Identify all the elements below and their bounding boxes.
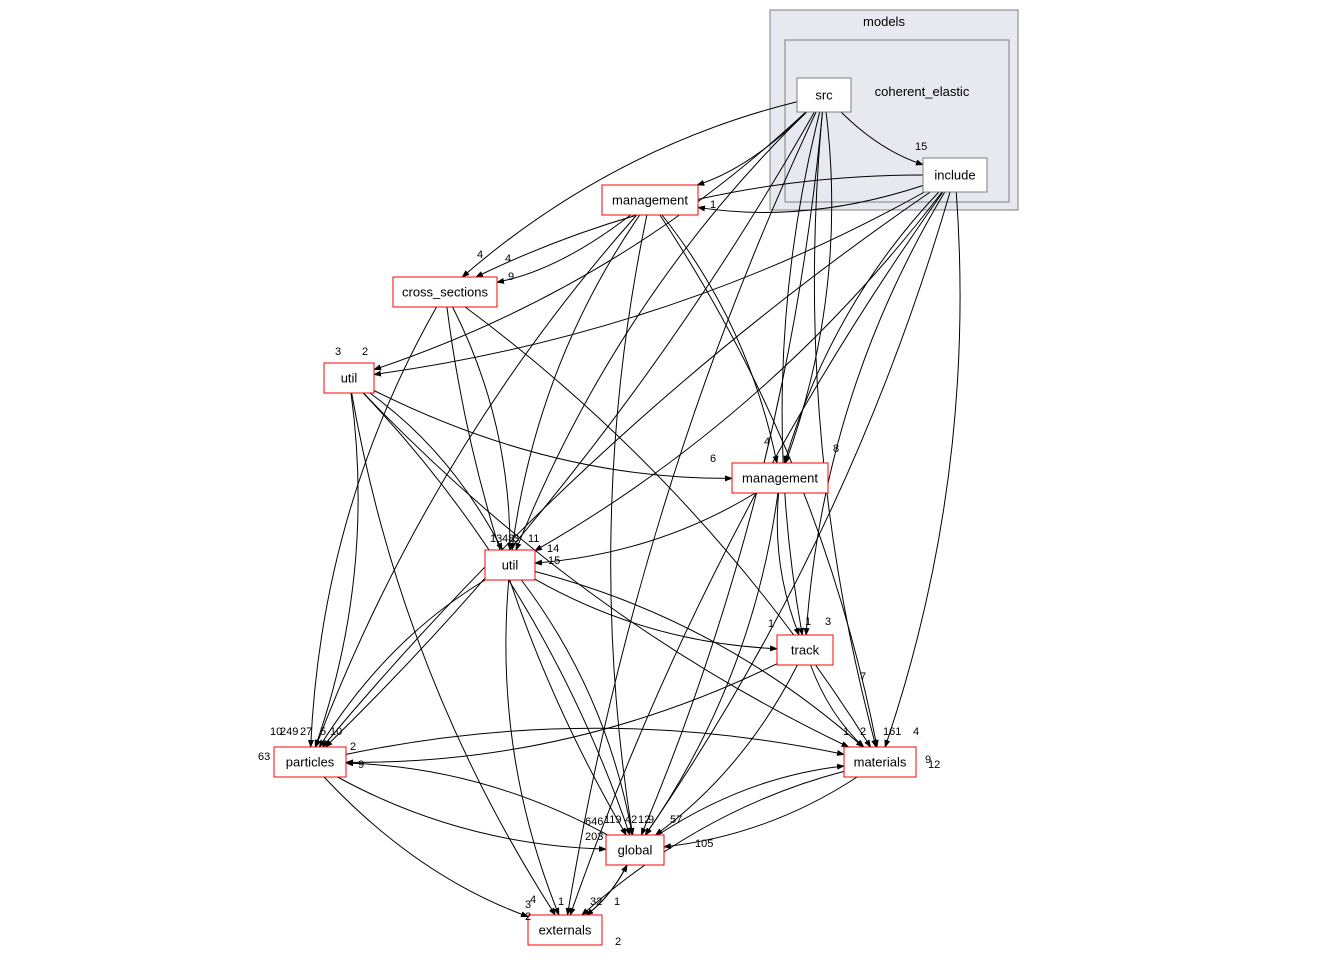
edge-label-util2-particles: 2 — [350, 741, 356, 753]
edge-cross_sections-materials — [465, 307, 870, 747]
edge-label-externals-global: 1 — [614, 896, 620, 908]
edge-label-management1-cross_sections: 4 — [505, 253, 511, 265]
edge-label-src-materials: 1 — [843, 726, 849, 738]
edge-label-global-materials: 9 — [925, 754, 931, 766]
node-label-util2: util — [502, 558, 519, 573]
edge-label-src-include: 15 — [915, 141, 927, 153]
edge-label-util1-management2: 6 — [710, 453, 716, 465]
edge-label-cross_sections-particles: 5 — [320, 726, 326, 738]
edge-label-track-global: 57 — [670, 814, 682, 826]
node-label-externals: externals — [539, 923, 592, 938]
edge-util1-externals — [352, 393, 556, 915]
node-label-cross_sections: cross_sections — [402, 285, 488, 300]
edge-label-cross_sections-util2: 3 — [513, 533, 519, 545]
edge-management1-management2 — [662, 215, 777, 463]
node-label-util1: util — [341, 371, 358, 386]
edge-label-util1-particles: 10 — [330, 726, 342, 738]
edge-particles-global — [337, 777, 606, 849]
edge-label-include-cross_sections: 9 — [508, 271, 514, 283]
edge-label-include-externals: 1 — [558, 896, 564, 908]
edge-label-track-particles: 9 — [358, 759, 364, 771]
node-label-materials: materials — [854, 755, 907, 770]
edge-label-include-util2: 14 — [547, 543, 559, 555]
edge-label-cross_sections-global: 42 — [625, 814, 637, 826]
edge-management2-track — [777, 493, 799, 635]
edge-label-management2-track: 1 — [768, 618, 774, 630]
edge-label-management1-materials: 2 — [860, 726, 866, 738]
edge-label-src-management2: 4 — [764, 436, 770, 448]
edge-label-include-global: 119 — [604, 814, 622, 826]
node-label-management1: management — [612, 193, 688, 208]
edge-management2-global — [645, 493, 778, 835]
edge-global-particles — [346, 763, 608, 835]
edge-management1-cross_sections — [497, 215, 631, 282]
edge-label-src-cross_sections: 4 — [477, 249, 483, 261]
edge-util1-util2 — [370, 393, 502, 550]
edge-src-externals — [567, 112, 816, 915]
edge-label-track-materials: 7 — [860, 671, 866, 683]
edge-materials-global — [664, 777, 857, 847]
edge-label-include-materials: 4 — [913, 726, 919, 738]
edge-src-util1 — [374, 112, 806, 370]
edge-particles-externals — [324, 777, 528, 917]
node-label-particles: particles — [286, 755, 335, 770]
edge-label-global-particles: 203 — [585, 831, 603, 843]
edge-label-include-management2: 8 — [833, 443, 839, 455]
edge-util2-externals — [506, 580, 559, 915]
edge-label-util1-externals: 2 — [525, 911, 531, 923]
edge-label-particles-global: 646 — [585, 816, 603, 828]
edge-management1-global — [611, 215, 647, 835]
edge-include-management2 — [784, 192, 938, 463]
edge-label-particles-externals: 63 — [258, 751, 270, 763]
cluster-label-coherent_elastic: coherent_elastic — [875, 84, 970, 99]
edge-label-materials-global: 105 — [695, 838, 713, 850]
node-label-management2: management — [742, 471, 818, 486]
edge-label-include-management1: 1 — [710, 199, 716, 211]
edge-label-management2-util2: 15 — [548, 555, 560, 567]
node-label-global: global — [618, 843, 653, 858]
edge-label-util2-externals: 4 — [530, 894, 536, 906]
node-label-track: track — [791, 643, 820, 658]
cluster-label-models: models — [863, 14, 905, 29]
edge-include-track — [806, 192, 945, 635]
edge-label-global-externals: 32 — [590, 896, 602, 908]
edge-track-particles — [346, 664, 777, 763]
edge-track-materials — [811, 665, 864, 747]
edge-label-include-util1: 2 — [362, 346, 368, 358]
edge-label-src-particles: 249 — [280, 726, 298, 738]
edge-label-cross_sections-materials: 161 — [883, 726, 901, 738]
edge-label-management1-particles: 27 — [300, 726, 312, 738]
edge-label-management2-global: 9 — [648, 814, 654, 826]
edge-include-particles — [323, 192, 931, 747]
edge-label-src-util1: 3 — [335, 346, 341, 358]
edge-label-util1-util2: 11 — [528, 533, 539, 545]
edge-include-materials — [885, 192, 960, 747]
edge-management2-util2 — [535, 493, 755, 563]
edge-util1-materials — [363, 393, 848, 747]
edge-label-include-particles: 10 — [270, 726, 282, 738]
dependency-graph: models coherent_elastic src include managem… — [0, 0, 1328, 980]
edge-label-src-util2: 13 — [490, 533, 502, 545]
edge-label-materials-externals: 2 — [615, 936, 621, 948]
node-label-src: src — [815, 88, 833, 103]
edge-include-util2 — [535, 192, 942, 551]
edge-label-include-track: 3 — [825, 616, 831, 628]
node-label-include: include — [934, 168, 975, 183]
edge-track-global — [656, 665, 798, 835]
edge-label-src-track: 1 — [805, 616, 811, 628]
